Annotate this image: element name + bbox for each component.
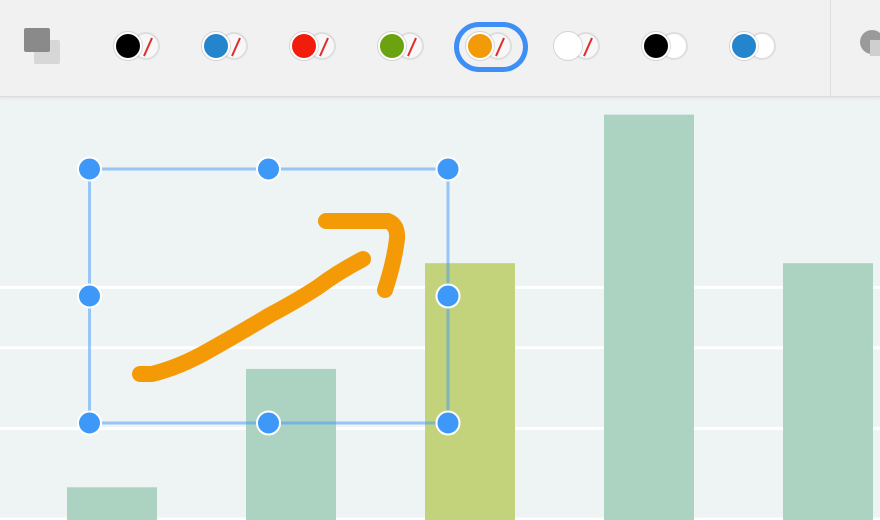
color-swatch[interactable] (454, 22, 528, 72)
chart-bar[interactable] (67, 487, 157, 520)
color-swatch[interactable] (200, 31, 256, 63)
chart-bar[interactable] (425, 263, 515, 520)
resize-handle[interactable] (435, 410, 461, 436)
color-swatch[interactable] (640, 31, 696, 63)
no-stroke-slash-icon (319, 37, 329, 57)
resize-handle[interactable] (77, 410, 102, 436)
canvas-area[interactable] (0, 97, 880, 520)
color-swatch[interactable] (552, 31, 608, 63)
chart-bar[interactable] (246, 368, 336, 520)
color-swatch[interactable] (728, 31, 784, 63)
no-stroke-slash-icon (231, 37, 241, 57)
no-stroke-slash-icon (143, 37, 153, 57)
layer-front-icon (24, 28, 50, 52)
no-stroke-slash-icon (407, 37, 417, 57)
resize-handle[interactable] (77, 156, 102, 182)
resize-handle[interactable] (435, 283, 461, 309)
shape-style-button[interactable] (860, 30, 880, 60)
color-swatch[interactable] (112, 31, 168, 63)
fill-color-circle (378, 32, 406, 60)
shape-square-icon (870, 40, 880, 56)
color-toolbar (0, 0, 880, 97)
color-swatch[interactable] (376, 31, 432, 63)
resize-handle[interactable] (256, 410, 281, 436)
layer-order-button[interactable] (24, 28, 64, 64)
fill-color-circle (114, 32, 142, 60)
chart-bar[interactable] (604, 114, 694, 520)
annotation-layer (77, 156, 461, 436)
bar-chart (0, 114, 880, 520)
color-swatch[interactable] (288, 31, 344, 63)
resize-handle[interactable] (256, 156, 281, 182)
toolbar-divider (830, 0, 831, 96)
resize-handle[interactable] (77, 283, 102, 309)
fill-color-circle (202, 32, 230, 60)
selection-box (88, 167, 450, 425)
no-stroke-slash-icon (583, 37, 593, 57)
freehand-arrow[interactable] (132, 213, 406, 382)
no-stroke-slash-icon (495, 37, 505, 57)
fill-color-circle (554, 32, 582, 60)
resize-handle[interactable] (435, 156, 461, 182)
fill-color-circle (730, 32, 758, 60)
fill-color-circle (466, 32, 494, 60)
chart-bar[interactable] (783, 263, 873, 520)
fill-color-circle (290, 32, 318, 60)
fill-color-circle (642, 32, 670, 60)
